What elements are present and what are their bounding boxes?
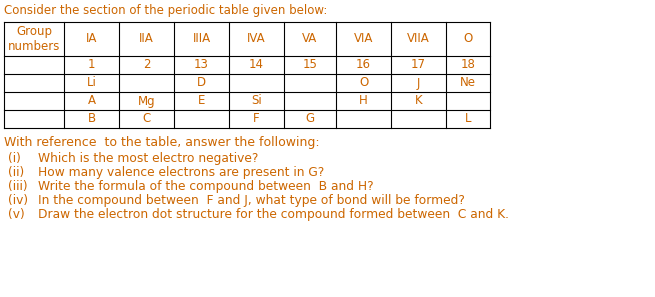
Text: E: E xyxy=(198,94,205,108)
Text: (v): (v) xyxy=(8,208,25,221)
Text: VIIA: VIIA xyxy=(407,32,430,45)
Text: (i): (i) xyxy=(8,152,21,165)
Text: F: F xyxy=(253,113,260,126)
Text: G: G xyxy=(305,113,314,126)
Text: With reference  to the table, answer the following:: With reference to the table, answer the … xyxy=(4,136,320,149)
Text: (ii): (ii) xyxy=(8,166,24,179)
Text: (iii): (iii) xyxy=(8,180,28,193)
Text: Mg: Mg xyxy=(138,94,155,108)
Text: 17: 17 xyxy=(411,59,426,72)
Text: 18: 18 xyxy=(460,59,476,72)
Text: (iv): (iv) xyxy=(8,194,28,207)
Text: Consider the section of the periodic table given below:: Consider the section of the periodic tab… xyxy=(4,4,328,17)
Text: Ne: Ne xyxy=(460,77,476,89)
Text: O: O xyxy=(359,77,368,89)
Text: VIA: VIA xyxy=(354,32,373,45)
Text: O: O xyxy=(463,32,473,45)
Text: Draw the electron dot structure for the compound formed between  C and K.: Draw the electron dot structure for the … xyxy=(38,208,509,221)
Text: In the compound between  F and J, what type of bond will be formed?: In the compound between F and J, what ty… xyxy=(38,194,465,207)
Text: Si: Si xyxy=(251,94,262,108)
Text: Li: Li xyxy=(86,77,96,89)
Text: How many valence electrons are present in G?: How many valence electrons are present i… xyxy=(38,166,324,179)
Text: 15: 15 xyxy=(303,59,318,72)
Text: H: H xyxy=(359,94,368,108)
Text: C: C xyxy=(142,113,151,126)
Text: IIIA: IIIA xyxy=(193,32,210,45)
Text: A: A xyxy=(88,94,96,108)
Text: IVA: IVA xyxy=(247,32,266,45)
Text: B: B xyxy=(87,113,96,126)
Text: 13: 13 xyxy=(194,59,209,72)
Text: IA: IA xyxy=(86,32,97,45)
Text: 1: 1 xyxy=(88,59,95,72)
Text: Which is the most electro negative?: Which is the most electro negative? xyxy=(38,152,258,165)
Text: L: L xyxy=(465,113,471,126)
Text: 14: 14 xyxy=(249,59,264,72)
Text: VA: VA xyxy=(303,32,318,45)
Text: 16: 16 xyxy=(356,59,371,72)
Text: K: K xyxy=(415,94,422,108)
Text: IIA: IIA xyxy=(139,32,154,45)
Text: Group
numbers: Group numbers xyxy=(8,25,60,53)
Text: 2: 2 xyxy=(143,59,150,72)
Text: D: D xyxy=(197,77,206,89)
Text: Write the formula of the compound between  B and H?: Write the formula of the compound betwee… xyxy=(38,180,373,193)
Text: J: J xyxy=(417,77,421,89)
